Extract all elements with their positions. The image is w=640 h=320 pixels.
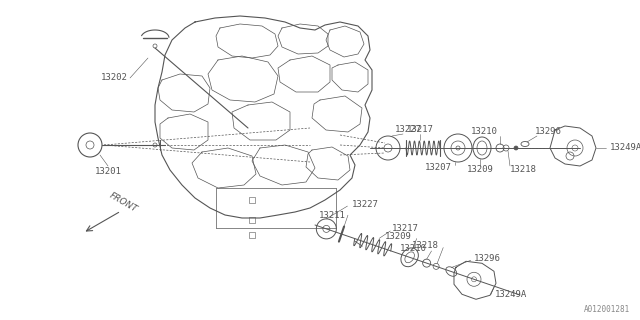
Text: 13218: 13218	[412, 241, 438, 250]
Text: 13201: 13201	[95, 167, 122, 177]
Bar	[249, 217, 255, 223]
Text: 13227: 13227	[351, 200, 378, 209]
Text: 13249A: 13249A	[610, 143, 640, 153]
Text: 13218: 13218	[510, 165, 537, 174]
Text: 13217: 13217	[406, 125, 433, 134]
Text: 13211: 13211	[319, 211, 346, 220]
Text: 13210: 13210	[471, 127, 498, 137]
Text: FRONT: FRONT	[108, 191, 139, 214]
Text: A012001281: A012001281	[584, 305, 630, 314]
Text: 13296: 13296	[535, 127, 562, 137]
Text: 13207: 13207	[425, 164, 452, 172]
Text: 13217: 13217	[392, 224, 419, 234]
Text: 13209: 13209	[467, 165, 493, 174]
Bar	[249, 197, 255, 203]
Text: 13249A: 13249A	[495, 290, 527, 299]
Text: 13202: 13202	[101, 74, 128, 83]
Bar	[249, 232, 255, 238]
Text: 13210: 13210	[399, 244, 426, 253]
Text: 13209: 13209	[385, 232, 412, 241]
Text: 13227: 13227	[395, 125, 422, 134]
Text: 13296: 13296	[474, 254, 500, 263]
Circle shape	[514, 146, 518, 150]
